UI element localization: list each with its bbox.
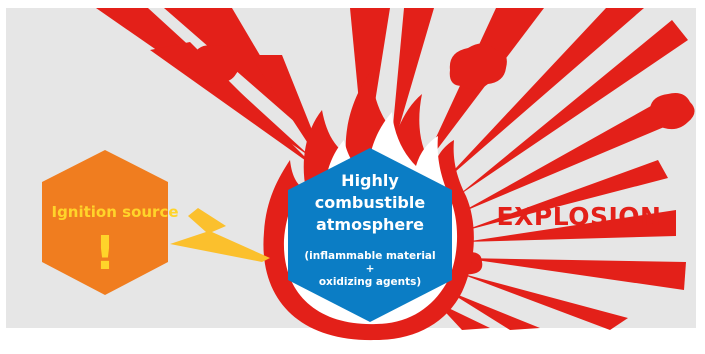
explosion-ray bbox=[440, 8, 644, 185]
ignition-source-label: Ignition source bbox=[51, 203, 179, 221]
explosion-ray bbox=[458, 102, 676, 214]
explosion-ray bbox=[455, 20, 688, 198]
explosion-ray bbox=[446, 290, 540, 330]
hazard-sub-line: (inflammable material bbox=[304, 250, 436, 262]
explosion-ray bbox=[460, 160, 668, 232]
hazard-title-line: combustible bbox=[314, 193, 426, 212]
spark-icon bbox=[170, 208, 270, 262]
explosion-ray bbox=[464, 210, 676, 242]
hazard-title: Highly combustible atmosphere bbox=[287, 170, 453, 236]
exclamation-icon: ! bbox=[94, 226, 116, 280]
explosion-label: EXPLOSION bbox=[496, 202, 662, 231]
hazard-title-line: Highly bbox=[341, 171, 399, 190]
explosion-ray bbox=[420, 8, 544, 172]
hazard-subtitle: (inflammable material + oxidizing agents… bbox=[290, 250, 450, 289]
explosion-ray bbox=[390, 8, 434, 158]
explosion-ray bbox=[462, 258, 686, 290]
ignition-hexagon bbox=[42, 150, 168, 295]
debris-rock bbox=[649, 93, 695, 130]
hazard-sub-line: oxidizing agents) bbox=[318, 276, 422, 288]
hazard-title-line: atmosphere bbox=[315, 215, 425, 234]
hazard-sub-line: + bbox=[365, 263, 375, 275]
hazard-hexagon bbox=[288, 148, 452, 322]
debris-rock bbox=[188, 45, 240, 84]
explosion-ray bbox=[456, 272, 628, 330]
debris-rock bbox=[449, 43, 507, 90]
